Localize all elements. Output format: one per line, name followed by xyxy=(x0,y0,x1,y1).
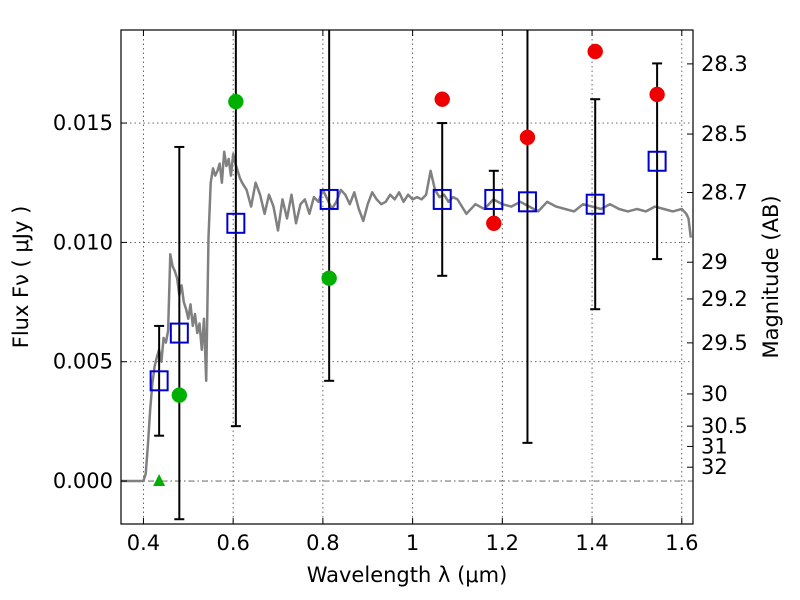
mag-tick-label: 32 xyxy=(701,455,728,479)
mag-tick-label: 31 xyxy=(701,434,728,458)
mag-tick-label: 28.5 xyxy=(701,122,748,146)
x-tick-label: 0.6 xyxy=(216,531,249,555)
x-tick-label: 0.4 xyxy=(127,531,160,555)
y-tick-label: 0.005 xyxy=(53,350,113,374)
x-tick-label: 1 xyxy=(406,531,419,555)
red-circle-marker xyxy=(649,86,665,103)
y-tick-label: 0.015 xyxy=(53,111,113,135)
green-circle-marker xyxy=(228,93,244,110)
red-circle-marker xyxy=(434,91,450,107)
mag-tick-label: 28.3 xyxy=(701,52,748,76)
red-circle-marker xyxy=(587,43,603,60)
mag-tick-label: 29.5 xyxy=(701,331,748,355)
flux-square-marker xyxy=(149,370,169,392)
x-tick-label: 1.6 xyxy=(665,531,698,555)
green-circle-marker xyxy=(321,270,337,286)
red-circle-marker xyxy=(519,129,536,146)
mag-tick-label: 28.7 xyxy=(701,181,748,205)
model-sed-line xyxy=(121,150,693,483)
mag-tick-label: 30.5 xyxy=(701,414,748,438)
plot-area xyxy=(121,30,693,521)
mag-tick-label: 30 xyxy=(701,382,728,406)
flux-square-marker xyxy=(585,193,605,215)
x-tick-label: 1.4 xyxy=(575,531,608,555)
plot-frame xyxy=(120,29,694,525)
y-tick-label: 0.000 xyxy=(53,469,113,493)
x-axis-label: Wavelength λ (μm) xyxy=(307,563,508,587)
y2-axis-label: Magnitude (AB) xyxy=(759,195,783,358)
green-triangle-marker xyxy=(153,474,166,487)
flux-square-marker xyxy=(432,188,452,210)
green-circle-marker xyxy=(171,387,188,403)
red-circle-marker xyxy=(486,215,502,232)
mag-tick-label: 29 xyxy=(701,250,728,274)
flux-square-marker xyxy=(169,322,189,344)
flux-square-marker xyxy=(484,188,504,210)
y-axis-label: Flux Fν ( μJy ) xyxy=(9,206,33,349)
y-tick-label: 0.010 xyxy=(53,230,113,254)
flux-square-marker xyxy=(647,150,667,172)
grid xyxy=(121,30,693,524)
flux-square-marker xyxy=(517,191,537,213)
flux-square-marker xyxy=(226,212,246,234)
axes: 0.4 0.6 0.8 1 1.2 1.4 1.6 0.000 0.005 0.010 0.015 2… xyxy=(53,30,748,555)
x-tick-label: 1.2 xyxy=(486,531,519,555)
flux-square-marker xyxy=(319,188,339,210)
mag-tick-label: 29.2 xyxy=(701,287,748,311)
x-tick-label: 0.8 xyxy=(306,531,339,555)
